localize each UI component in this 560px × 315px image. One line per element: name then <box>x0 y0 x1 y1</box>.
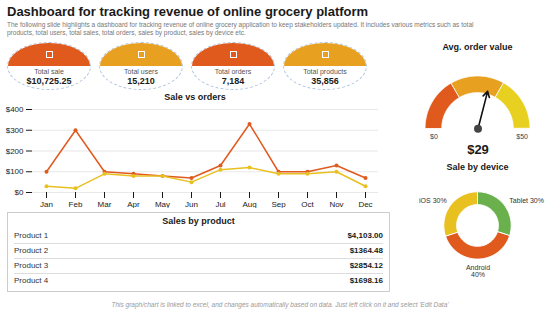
svg-text:Aug: Aug <box>242 200 256 208</box>
html-text:Product 1: Product 1 <box>14 231 49 240</box>
html-text:Avg. order value: Avg. order value <box>442 42 513 52</box>
svg-text:$29: $29 <box>467 142 489 155</box>
svg-text:$100: $100 <box>6 167 24 176</box>
html-text:Sales by product: Sales by product <box>162 216 235 226</box>
svg-text:Sep: Sep <box>271 200 286 208</box>
html-text:Total users: Total users <box>124 68 158 75</box>
html-text:Total sale: Total sale <box>34 68 64 75</box>
html-text:$1698.16: $1698.16 <box>349 276 383 285</box>
svg-text:$50: $50 <box>516 132 528 139</box>
svg-text:$400: $400 <box>6 105 24 114</box>
html-text:Sale vs orders: Sale vs orders <box>164 92 226 102</box>
html-text:Product 3: Product 3 <box>14 261 49 270</box>
svg-text:Feb: Feb <box>69 200 83 208</box>
html-text:$2854.12: $2854.12 <box>349 261 383 270</box>
html-text:$1364.48: $1364.48 <box>349 246 383 255</box>
svg-text:Dec: Dec <box>358 200 372 208</box>
svg-text:May: May <box>155 200 170 208</box>
html-text:Product 4: Product 4 <box>14 276 49 285</box>
svg-text:$300: $300 <box>6 126 24 135</box>
html-text:Product 2: Product 2 <box>14 246 49 255</box>
svg-text:Nov: Nov <box>329 200 343 208</box>
svg-text:$200: $200 <box>6 147 24 156</box>
svg-text:Android40%: Android40% <box>466 264 490 278</box>
svg-text:Apr: Apr <box>127 200 140 208</box>
svg-text:$0: $0 <box>430 132 438 139</box>
svg-text:Mar: Mar <box>98 200 112 208</box>
html-text:Dashboard for tracking revenue: Dashboard for tracking revenue of online… <box>7 4 369 19</box>
svg-text:$0: $0 <box>15 188 24 197</box>
html-text:$4,103.00: $4,103.00 <box>347 231 383 240</box>
html-text:Sale by device: Sale by device <box>446 162 509 172</box>
svg-text:Jun: Jun <box>185 200 198 208</box>
html-text:Total products: Total products <box>303 68 347 75</box>
svg-text:Tablet 30%: Tablet 30% <box>509 197 544 204</box>
html-text:Total orders: Total orders <box>214 68 252 75</box>
svg-text:Jan: Jan <box>40 200 53 208</box>
html-text:35,856: 35,856 <box>311 76 339 86</box>
svg-text:Oct: Oct <box>301 200 314 208</box>
svg-text:Jul: Jul <box>215 200 225 208</box>
svg-text:iOS 30%: iOS 30% <box>419 197 447 204</box>
html-text:This graph/chart is linked to: This graph/chart is linked to excel, and… <box>111 301 449 308</box>
html-text:7,184: 7,184 <box>221 76 245 86</box>
html-text:15,210: 15,210 <box>127 76 155 86</box>
html-text:The following slide highlights: The following slide highlights a dashboa… <box>7 21 474 36</box>
html-text:$10,725.25: $10,725.25 <box>26 76 72 86</box>
